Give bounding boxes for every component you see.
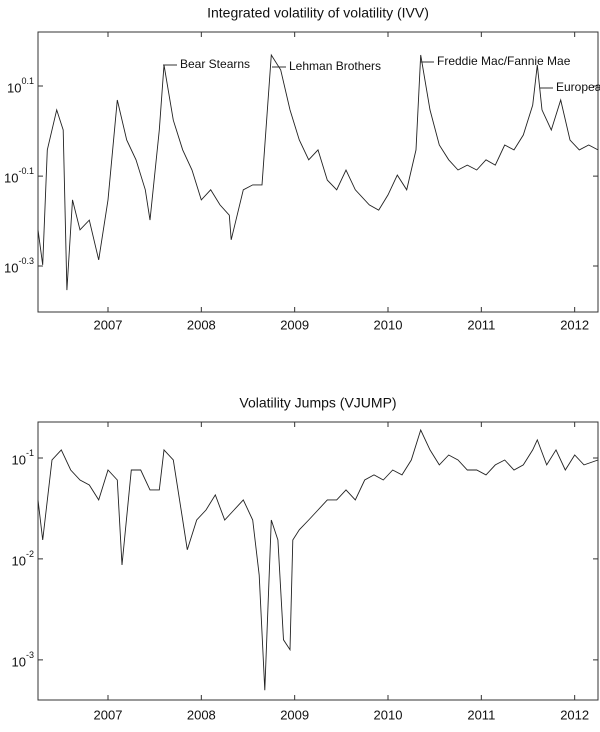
x-tick-label: 2008: [187, 707, 216, 722]
y-tick-label: 100.1: [7, 76, 34, 95]
x-tick-label: 2007: [94, 707, 123, 722]
y-tick-exponent: -1: [26, 448, 34, 458]
x-tick-label: 2010: [374, 707, 403, 722]
y-tick-label: 10-2: [12, 549, 34, 568]
x-tick-label: 2011: [467, 317, 495, 332]
chart-title: Integrated volatility of volatility (IVV…: [207, 5, 429, 21]
y-tick-label: 10-3: [12, 650, 34, 669]
plot-frame: [37, 31, 599, 313]
x-tick-label: 2009: [280, 707, 309, 722]
x-tick-label: 2009: [280, 317, 309, 332]
y-tick-exponent: -0.3: [18, 256, 34, 266]
y-tick-label: 10-1: [12, 448, 34, 467]
y-tick-exponent: 0.1: [21, 76, 34, 86]
annotation: Freddie Mac/Fannie Mae: [437, 54, 571, 68]
series-line: [37, 428, 599, 691]
x-tick-label: 2011: [467, 707, 495, 722]
y-tick-label: 10-0.1: [4, 166, 34, 185]
x-tick-label: 2007: [94, 317, 123, 332]
x-tick-label: 2008: [187, 317, 216, 332]
y-tick-exponent: -3: [26, 650, 34, 660]
plot-frame: [37, 421, 599, 701]
y-tick-label: 10-0.3: [4, 256, 34, 275]
annotation: Bear Stearns: [180, 57, 250, 71]
x-tick-label: 2010: [374, 317, 403, 332]
annotation: Europea: [556, 80, 600, 94]
y-tick-exponent: -0.1: [18, 166, 34, 176]
x-tick-label: 2012: [560, 317, 589, 332]
y-tick-exponent: -2: [26, 549, 34, 559]
chart-title: Volatility Jumps (VJUMP): [239, 395, 396, 411]
series-line: [37, 53, 599, 291]
annotation: Lehman Brothers: [289, 59, 381, 73]
x-tick-label: 2012: [560, 707, 589, 722]
